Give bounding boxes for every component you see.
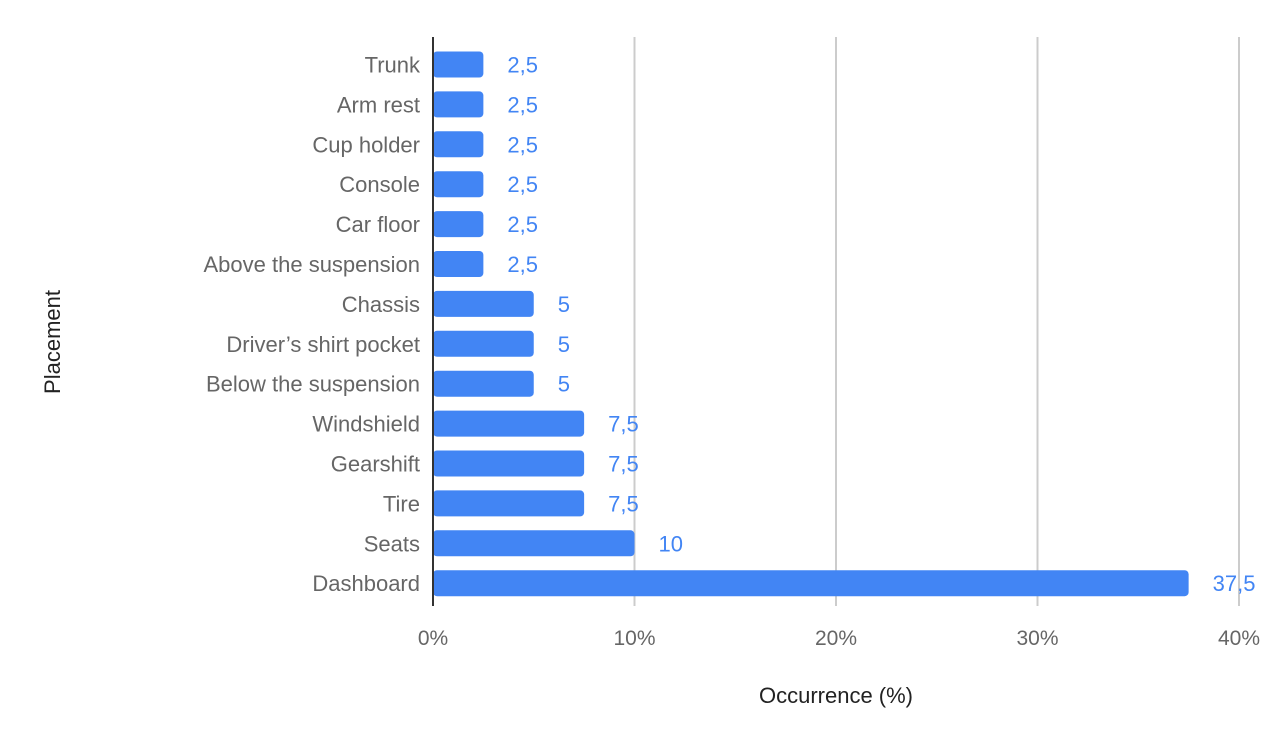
bar [433, 530, 635, 557]
data-label: 7,5 [608, 452, 639, 477]
data-label: 2,5 [507, 53, 538, 78]
bars [433, 51, 1189, 597]
bar [433, 51, 484, 78]
y-axis-title: Placement [40, 290, 65, 394]
category-label: Car floor [336, 212, 420, 237]
bar [433, 490, 585, 517]
category-label: Cup holder [312, 132, 420, 157]
x-tick-label: 40% [1218, 627, 1260, 650]
bar [433, 370, 534, 397]
category-label: Dashboard [312, 571, 420, 596]
data-label: 37,5 [1213, 571, 1256, 596]
bar [433, 211, 484, 238]
category-label: Trunk [365, 53, 421, 78]
bar [433, 290, 534, 317]
data-label: 2,5 [507, 92, 538, 117]
bar [433, 91, 484, 118]
category-label: Above the suspension [204, 252, 421, 277]
data-label: 10 [659, 531, 683, 556]
bar [433, 570, 1189, 597]
x-tick-label: 0% [418, 627, 448, 650]
x-axis-title: Occurrence (%) [759, 683, 913, 708]
bar [433, 410, 585, 437]
data-label: 7,5 [608, 491, 639, 516]
bar [433, 251, 484, 277]
bar [433, 330, 534, 357]
bar [433, 131, 484, 158]
data-label: 5 [558, 292, 570, 317]
bar [433, 450, 585, 477]
category-label: Gearshift [331, 452, 420, 477]
category-label: Seats [364, 531, 420, 556]
data-label: 2,5 [507, 132, 538, 157]
x-tick-label: 10% [613, 627, 655, 650]
data-label: 7,5 [608, 412, 639, 437]
category-label: Arm rest [337, 92, 420, 117]
data-label: 2,5 [507, 212, 538, 237]
category-label: Tire [383, 491, 420, 516]
gridlines [633, 37, 1240, 606]
data-label: 2,5 [507, 172, 538, 197]
category-label: Console [339, 172, 420, 197]
data-label: 5 [558, 332, 570, 357]
category-label: Chassis [342, 292, 420, 317]
bar [433, 171, 484, 198]
data-label: 5 [558, 372, 570, 397]
category-label: Windshield [312, 412, 420, 437]
x-tick-label: 30% [1016, 627, 1058, 650]
x-tick-label: 20% [815, 627, 857, 650]
axes: 0% 10% 20% 30% 40% Trunk 2,5 Arm rest 2,5 Cup hol… [204, 37, 1260, 650]
category-label: Below the suspension [206, 372, 420, 397]
data-label: 2,5 [507, 252, 538, 277]
category-label: Driver’s shirt pocket [226, 332, 420, 357]
